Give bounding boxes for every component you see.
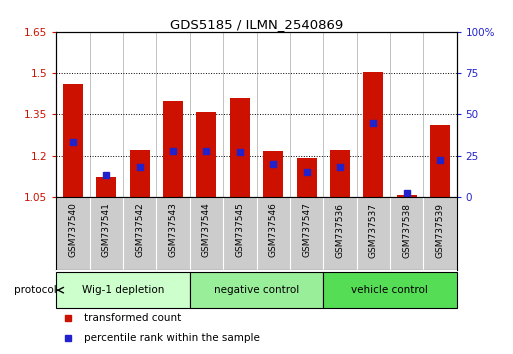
Bar <box>190 272 323 308</box>
Bar <box>130 150 150 197</box>
Bar <box>297 158 317 197</box>
Text: GSM737539: GSM737539 <box>436 202 444 258</box>
Text: GSM737542: GSM737542 <box>135 202 144 257</box>
Bar <box>230 98 250 197</box>
Bar <box>196 112 216 197</box>
Bar <box>323 272 457 308</box>
Text: protocol: protocol <box>14 285 57 295</box>
Bar <box>63 84 83 197</box>
Bar <box>163 101 183 197</box>
Title: GDS5185 / ILMN_2540869: GDS5185 / ILMN_2540869 <box>170 18 343 31</box>
Bar <box>263 152 283 197</box>
Text: GSM737536: GSM737536 <box>336 202 344 258</box>
Text: GSM737538: GSM737538 <box>402 202 411 258</box>
Text: GSM737540: GSM737540 <box>69 202 77 257</box>
Bar <box>96 177 116 197</box>
Text: GSM737545: GSM737545 <box>235 202 244 257</box>
Text: GSM737546: GSM737546 <box>269 202 278 257</box>
Text: GSM737541: GSM737541 <box>102 202 111 257</box>
Text: transformed count: transformed count <box>85 313 182 323</box>
Text: GSM737547: GSM737547 <box>302 202 311 257</box>
Text: GSM737537: GSM737537 <box>369 202 378 258</box>
Text: vehicle control: vehicle control <box>351 285 428 295</box>
Text: GSM737544: GSM737544 <box>202 202 211 257</box>
Text: percentile rank within the sample: percentile rank within the sample <box>85 333 260 343</box>
Bar <box>397 195 417 197</box>
Bar <box>330 150 350 197</box>
Bar <box>430 125 450 197</box>
Bar <box>56 272 190 308</box>
Text: GSM737543: GSM737543 <box>169 202 177 257</box>
Bar <box>363 72 383 197</box>
Text: Wig-1 depletion: Wig-1 depletion <box>82 285 164 295</box>
Text: negative control: negative control <box>214 285 299 295</box>
